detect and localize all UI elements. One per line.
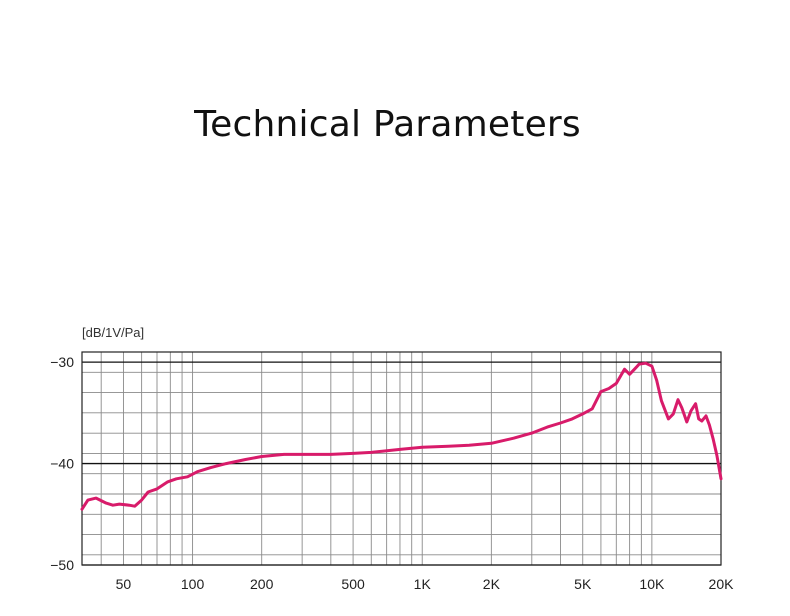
x-tick-label: 500 — [341, 576, 365, 592]
x-tick-label: 20K — [709, 576, 735, 592]
x-tick-label: 1K — [414, 576, 432, 592]
y-tick-label: −40 — [50, 456, 74, 472]
x-tick-label: 50 — [116, 576, 132, 592]
plot-frame — [81, 351, 722, 566]
x-tick-label: 100 — [181, 576, 205, 592]
y-tick-label: −50 — [50, 557, 74, 573]
x-tick-label: 200 — [250, 576, 274, 592]
x-tick-labels: 50 100 200 500 1K 2K 5K 10K 20K — [116, 576, 734, 592]
y-axis-unit-label: [dB/1V/Pa] — [82, 325, 144, 340]
x-tick-label: 10K — [639, 576, 665, 592]
y-tick-label: −30 — [50, 354, 74, 370]
minor-gridlines — [82, 351, 721, 565]
x-tick-label: 2K — [483, 576, 501, 592]
page-title: Technical Parameters — [194, 104, 581, 145]
x-tick-label: 5K — [574, 576, 592, 592]
y-tick-labels: −30 −40 −50 — [50, 354, 74, 573]
response-curve — [80, 361, 723, 511]
